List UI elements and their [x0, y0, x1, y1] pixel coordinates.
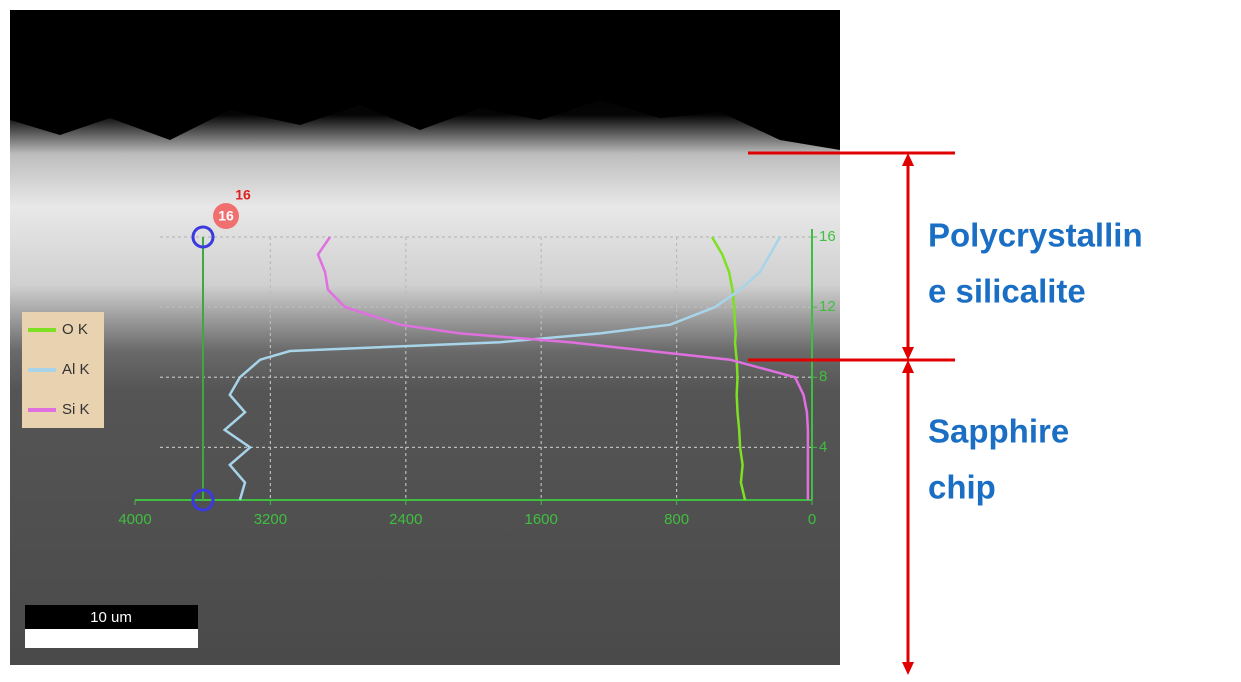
x-tick-label: 1600 [525, 511, 558, 528]
figure: 4000 3200 2400 1600 800 0 4 8 12 16 16 16 O K Al K… [0, 0, 1241, 677]
legend-label: Al K [62, 361, 90, 378]
x-tick-label: 4000 [118, 511, 151, 528]
y-tick-label: 8 [819, 368, 827, 385]
marker-label: 16 [235, 187, 251, 203]
annotation: e silicalite [928, 273, 1086, 310]
x-tick-label: 2400 [389, 511, 422, 528]
scale-bar-label: 10 um [90, 609, 132, 626]
legend-label: Si K [62, 401, 90, 418]
y-tick-label: 12 [819, 298, 836, 315]
y-tick-label: 4 [819, 438, 827, 455]
x-tick-label: 3200 [254, 511, 287, 528]
annotation: chip [928, 469, 996, 506]
legend-label: O K [62, 321, 88, 338]
y-tick-label: 16 [819, 228, 836, 245]
annotation: Polycrystallin [928, 217, 1143, 254]
x-tick-label: 0 [808, 511, 816, 528]
x-tick-label: 800 [664, 511, 689, 528]
annotation: Sapphire [928, 413, 1069, 450]
marker-label: 16 [218, 208, 234, 224]
